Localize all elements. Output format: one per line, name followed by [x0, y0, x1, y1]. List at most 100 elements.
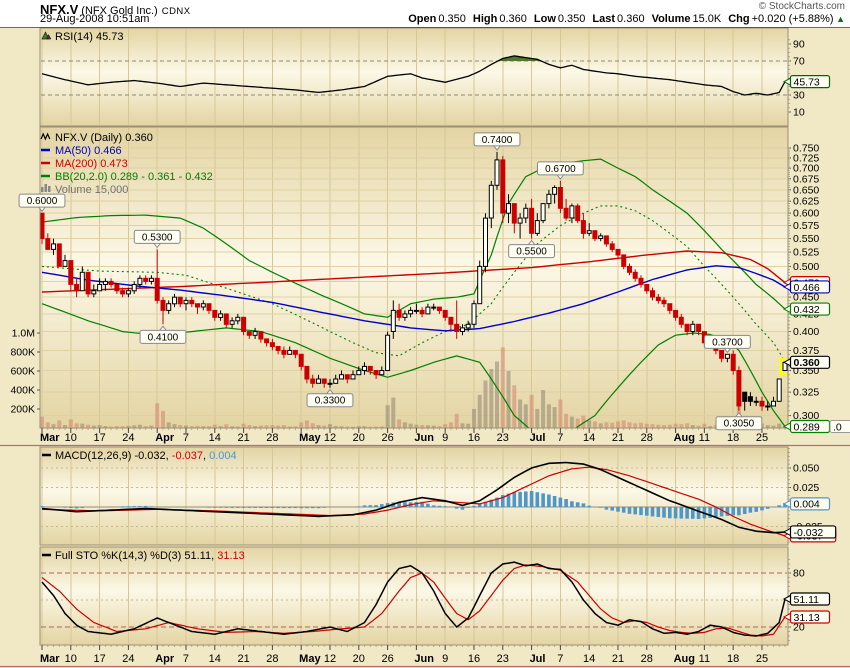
panel-backgrounds — [39, 27, 789, 646]
exchange-label: CDNX — [161, 6, 191, 17]
quote-low-label: Low — [533, 13, 556, 25]
svg-text:400K: 400K — [10, 385, 35, 397]
svg-text:17: 17 — [93, 432, 105, 444]
svg-text:0.3050: 0.3050 — [724, 419, 755, 430]
svg-text:0.325: 0.325 — [793, 387, 819, 399]
svg-text:25: 25 — [756, 432, 768, 444]
svg-text:-0.032: -0.032 — [794, 527, 824, 539]
svg-text:0.525: 0.525 — [793, 247, 819, 259]
svg-text:21: 21 — [612, 432, 624, 444]
stochastic-plot — [41, 561, 786, 637]
change-up-arrow-icon: ▲ — [833, 14, 845, 24]
axis-box-0.432: 0.432 — [782, 302, 831, 316]
svg-text:200K: 200K — [10, 404, 35, 416]
quote-high-label: High — [472, 13, 498, 25]
axis-box-51.11: 51.11 — [782, 592, 831, 606]
svg-text:0.400: 0.400 — [793, 326, 819, 338]
svg-text:70: 70 — [793, 56, 805, 68]
axis-box-0.004: 0.004 — [782, 497, 831, 511]
axis-box-0.360: 0.360 — [782, 355, 831, 369]
svg-text:20: 20 — [353, 653, 365, 665]
svg-text:0.725: 0.725 — [793, 152, 819, 164]
axis-box--0.032: -0.032 — [782, 525, 837, 539]
annotation-0.5500: 0.5500 — [508, 239, 555, 259]
svg-text:14: 14 — [209, 432, 221, 444]
svg-text:9: 9 — [442, 653, 448, 665]
gridlines — [41, 29, 787, 644]
title-row: NFX.V (NFX Gold Inc.) CDNX — [40, 1, 191, 19]
macd-legend-label: MACD(12,26,9) -0.032, -0.037, 0.004 — [55, 450, 237, 462]
price-legend-3: BB(20,2.0) 0.289 - 0.361 - 0.432 — [55, 171, 213, 183]
svg-text:20: 20 — [353, 432, 365, 444]
svg-text:7: 7 — [183, 653, 189, 665]
axis-box-0.466: 0.466 — [782, 280, 831, 294]
annotation-0.4100: 0.4100 — [139, 325, 187, 344]
svg-text:May: May — [299, 432, 321, 444]
bars-icon — [41, 184, 51, 192]
price-annotations: 0.6000 0.5300 0.4100 0.3300 0.7400 0.5500 0.67… — [18, 132, 763, 431]
svg-text:11: 11 — [699, 653, 710, 665]
macd-plot — [40, 461, 787, 537]
chart-header: NFX.V (NFX Gold Inc.) CDNX © StockCharts.c… — [0, 0, 850, 27]
svg-text:0.5500: 0.5500 — [516, 247, 547, 258]
svg-text:0.650: 0.650 — [793, 184, 819, 196]
svg-text:28: 28 — [641, 653, 653, 665]
svg-text:10: 10 — [793, 107, 805, 119]
axis-box-partial: .0 — [829, 419, 850, 433]
svg-text:14: 14 — [583, 432, 595, 444]
svg-text:25: 25 — [756, 653, 768, 665]
svg-text:0.375: 0.375 — [793, 345, 819, 357]
svg-text:Jul: Jul — [530, 432, 546, 444]
rsi-legend-label: RSI(14) 45.73 — [55, 31, 123, 43]
svg-text:16: 16 — [468, 653, 480, 665]
candlesticks — [40, 151, 788, 411]
price-legend-2: MA(200) 0.473 — [55, 158, 128, 170]
svg-text:0.300: 0.300 — [793, 410, 819, 422]
svg-text:21: 21 — [237, 653, 249, 665]
quote-low-value: 0.350 — [557, 13, 586, 25]
svg-text:0.700: 0.700 — [793, 163, 819, 175]
svg-text:0.6700: 0.6700 — [545, 164, 576, 175]
svg-text:0.7400: 0.7400 — [482, 135, 513, 146]
date-axis: Mar 10 17 24 Apr 7 14 21 28 May 12 20 26 Jun 9 16 23 Jul 7… — [40, 428, 786, 665]
symbol-label: NFX.V — [40, 2, 79, 17]
rsi-plot — [41, 55, 786, 96]
annotation-0.6000: 0.6000 — [18, 193, 66, 212]
svg-text:28: 28 — [266, 432, 278, 444]
svg-text:31.13: 31.13 — [794, 612, 820, 624]
svg-text:Aug: Aug — [674, 653, 695, 665]
quote-chg-value: +0.020 (+5.88%) — [751, 13, 834, 25]
svg-text:26: 26 — [381, 432, 393, 444]
svg-text:21: 21 — [612, 653, 624, 665]
annotation-0.3700: 0.3700 — [704, 334, 751, 354]
quote-open-label: Open — [408, 13, 437, 25]
svg-text:20: 20 — [793, 622, 805, 634]
svg-text:Aug: Aug — [674, 432, 695, 444]
annotation-0.7400: 0.7400 — [473, 132, 521, 151]
svg-text:May: May — [299, 653, 321, 665]
svg-text:Mar: Mar — [40, 653, 60, 665]
price-legend-0: NFX.V (Daily) 0.360 — [55, 132, 153, 144]
quote-high-value: 0.360 — [499, 13, 527, 25]
svg-text:0.575: 0.575 — [793, 220, 819, 232]
svg-text:Jul: Jul — [530, 653, 546, 665]
svg-text:30: 30 — [793, 90, 805, 102]
svg-text:9: 9 — [442, 432, 448, 444]
quote-line: Open 0.350 High 0.360 Low 0.350 Last 0.360 Volum… — [401, 13, 845, 25]
quote-open-value: 0.350 — [438, 13, 466, 25]
price-legend-1: MA(50) 0.466 — [55, 145, 122, 157]
quote-last-label: Last — [592, 13, 616, 25]
svg-text:45.73: 45.73 — [794, 76, 820, 88]
svg-text:28: 28 — [641, 432, 653, 444]
squiggle-icon — [40, 132, 51, 141]
price-legend-4: Volume 15,000 — [55, 184, 128, 196]
svg-text:0.4100: 0.4100 — [148, 332, 179, 343]
svg-text:0.500: 0.500 — [793, 261, 819, 273]
svg-text:23: 23 — [497, 653, 509, 665]
svg-text:0.360: 0.360 — [794, 357, 820, 369]
quote-chg-label: Chg — [728, 13, 750, 25]
svg-text:14: 14 — [209, 653, 221, 665]
svg-text:0.050: 0.050 — [793, 463, 819, 475]
svg-text:0.625: 0.625 — [793, 196, 819, 208]
